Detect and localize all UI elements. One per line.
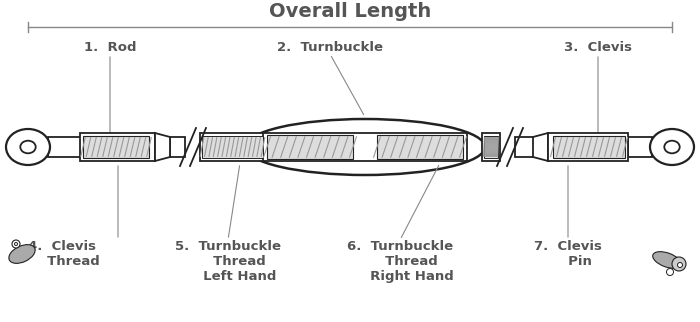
- Bar: [553, 136, 625, 158]
- Text: 5.  Turnbuckle
     Thread
     Left Hand: 5. Turnbuckle Thread Left Hand: [175, 240, 281, 283]
- Ellipse shape: [678, 262, 682, 268]
- Ellipse shape: [666, 269, 673, 276]
- Bar: [263, 133, 467, 161]
- Bar: [170, 137, 185, 157]
- Ellipse shape: [664, 141, 680, 153]
- Ellipse shape: [12, 240, 20, 248]
- Ellipse shape: [652, 252, 681, 268]
- Bar: [202, 136, 263, 158]
- Ellipse shape: [9, 245, 35, 263]
- Bar: [48, 137, 95, 157]
- Ellipse shape: [672, 257, 686, 271]
- Ellipse shape: [15, 242, 18, 245]
- Ellipse shape: [6, 129, 50, 165]
- Bar: [80, 133, 155, 161]
- Bar: [515, 137, 548, 157]
- Bar: [200, 133, 265, 161]
- Ellipse shape: [650, 129, 694, 165]
- Bar: [484, 136, 498, 158]
- Text: 1.  Rod: 1. Rod: [84, 41, 136, 54]
- Bar: [377, 135, 463, 159]
- Bar: [548, 133, 628, 161]
- Text: 6.  Turnbuckle
     Thread
     Right Hand: 6. Turnbuckle Thread Right Hand: [346, 240, 454, 283]
- Ellipse shape: [245, 119, 485, 175]
- Bar: [267, 135, 353, 159]
- Ellipse shape: [20, 141, 36, 153]
- Text: 2.  Turnbuckle: 2. Turnbuckle: [277, 41, 383, 54]
- Bar: [83, 136, 149, 158]
- Text: 7.  Clevis
     Pin: 7. Clevis Pin: [534, 240, 602, 268]
- Polygon shape: [155, 133, 170, 161]
- Text: 3.  Clevis: 3. Clevis: [564, 41, 632, 54]
- Bar: [482, 133, 500, 161]
- Bar: [628, 137, 652, 157]
- Text: 4.  Clevis
     Thread: 4. Clevis Thread: [24, 240, 100, 268]
- Polygon shape: [533, 133, 548, 161]
- Text: Overall Length: Overall Length: [269, 2, 431, 21]
